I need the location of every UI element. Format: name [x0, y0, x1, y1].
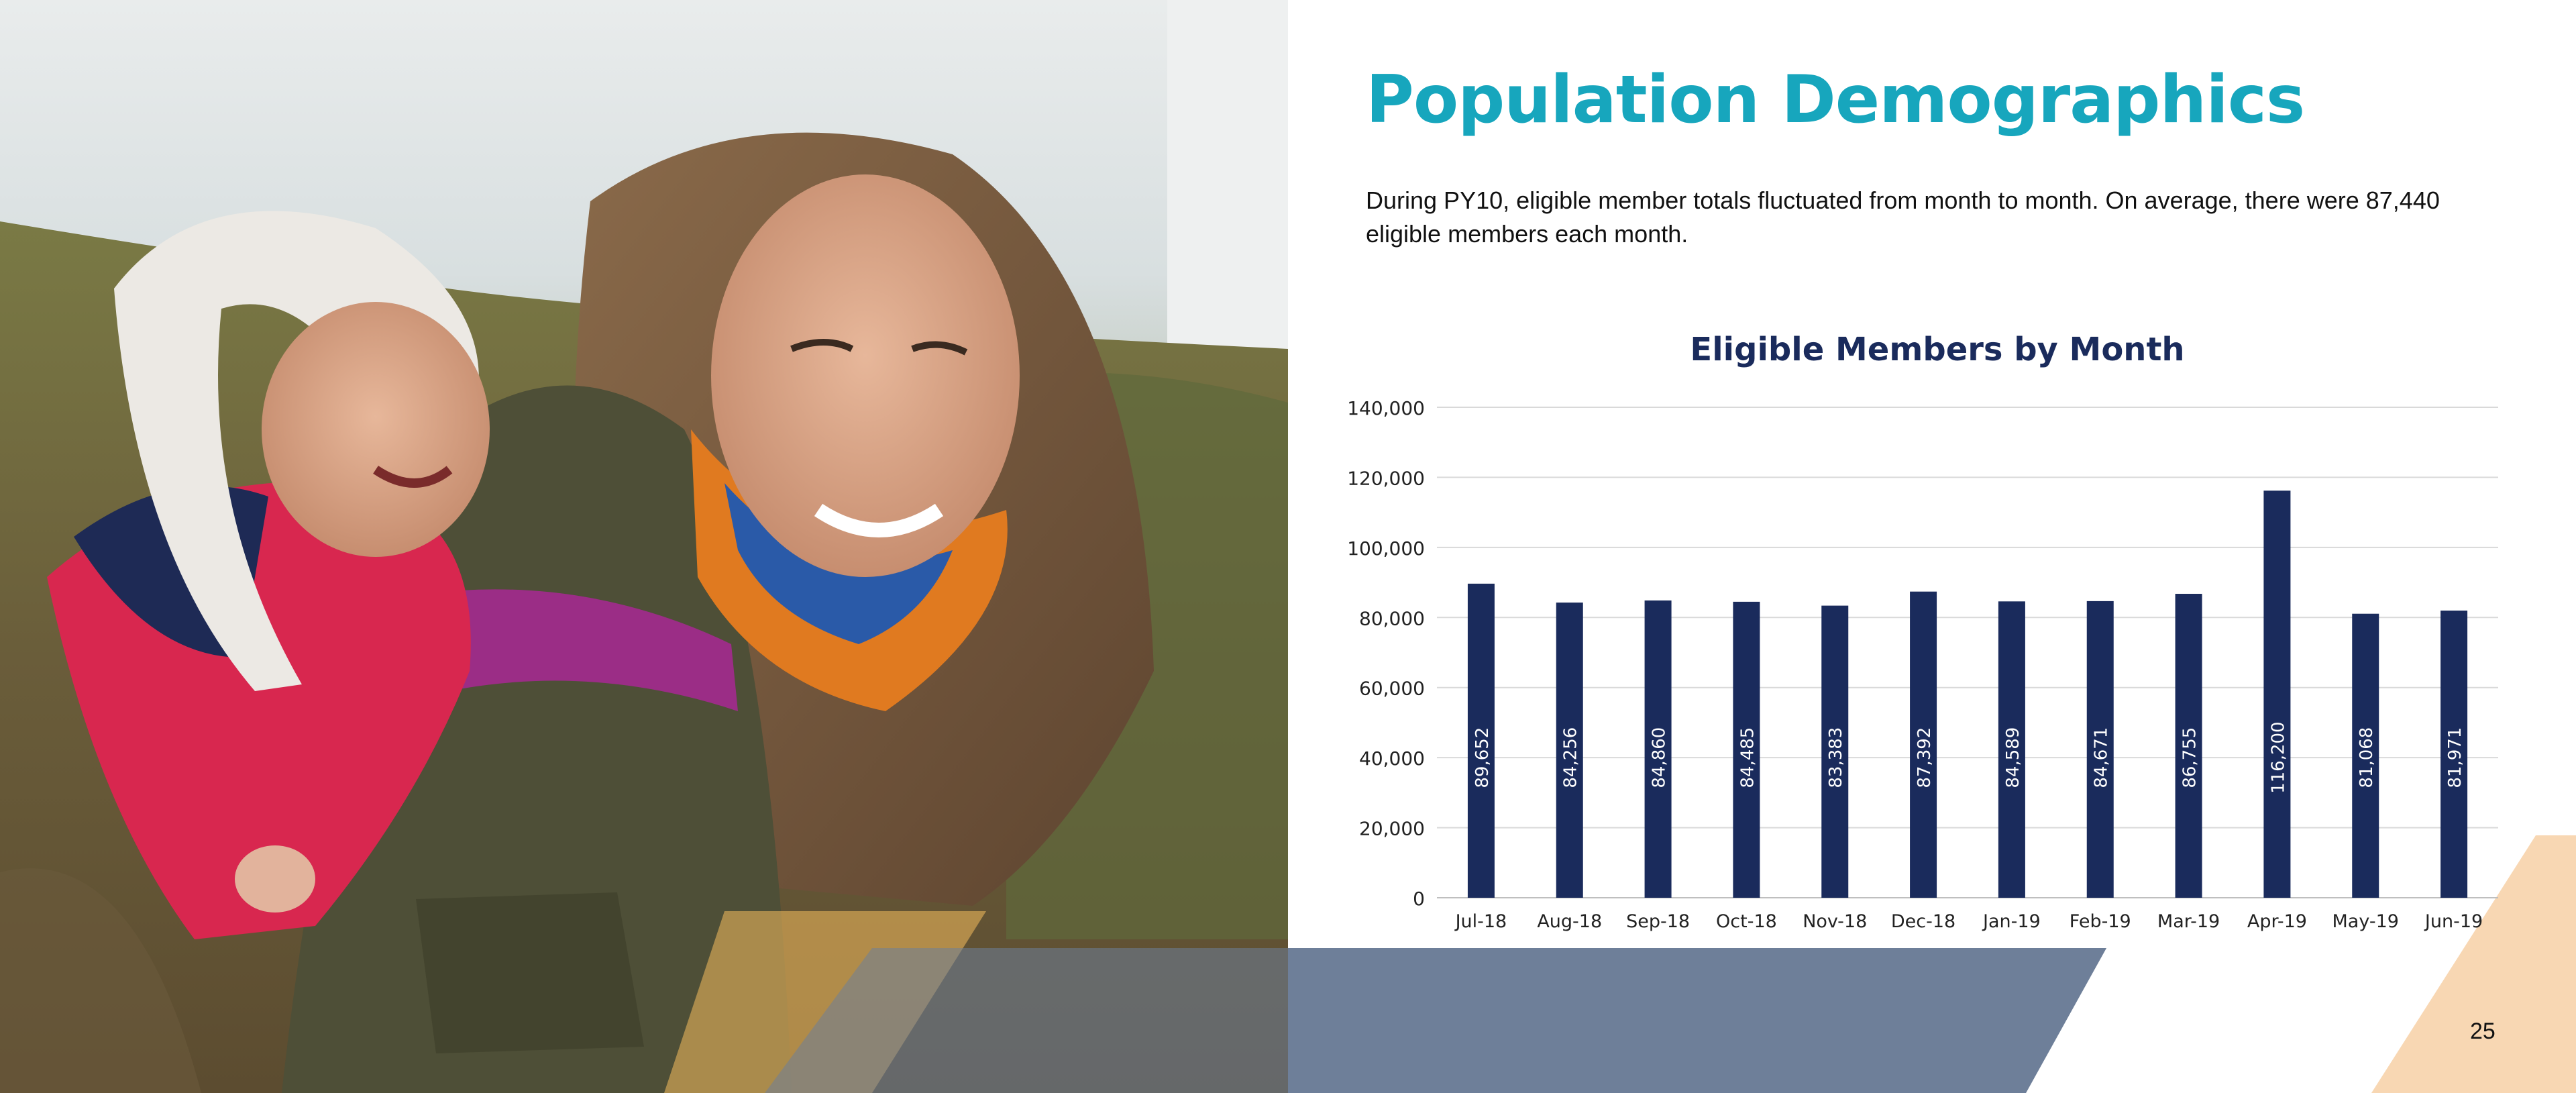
y-tick-label: 40,000	[1359, 747, 1425, 770]
chart-title: Eligible Members by Month	[1690, 331, 2184, 368]
bar-value-label: 89,652	[1472, 727, 1493, 788]
bar-value-label: 84,860	[1650, 727, 1670, 788]
bar-feb-19	[2086, 601, 2114, 898]
x-tick-label: May-19	[2332, 911, 2399, 932]
bar-value-label: 87,392	[1915, 727, 1935, 788]
bar-value-label: 84,485	[1737, 727, 1758, 788]
intro-paragraph: During PY10, eligible member totals fluc…	[1366, 187, 2440, 248]
bar-value-label: 81,068	[2357, 727, 2377, 788]
y-tick-label: 20,000	[1359, 818, 1425, 840]
x-tick-label: Feb-19	[2070, 911, 2131, 932]
bar-value-label: 84,589	[2003, 727, 2023, 788]
bar-may-19	[2352, 613, 2379, 898]
x-tick-label: Jan-19	[1982, 911, 2041, 932]
mother-child-photo	[0, 0, 1288, 1093]
y-tick-label: 100,000	[1347, 537, 1425, 560]
bar-chart: Eligible Members by Month 0 20,000 40,000 6…	[1347, 331, 2498, 932]
bar-dec-18	[1910, 591, 1937, 898]
bar-value-label: 84,671	[2092, 727, 2112, 788]
x-tick-label: Oct-18	[1716, 911, 1777, 932]
bar-aug-18	[1556, 603, 1583, 898]
x-tick-label: Aug-18	[1537, 911, 1602, 932]
page-title: Population Demographics	[1366, 62, 2305, 138]
bar-mar-19	[2175, 594, 2202, 898]
gridlines	[1437, 407, 2498, 898]
bar-sep-18	[1644, 600, 1672, 898]
bar-jul-18	[1467, 583, 1495, 898]
bar-value-label: 81,971	[2445, 727, 2465, 788]
bar-nov-18	[1821, 605, 1849, 898]
bar-value-label: 86,755	[2180, 727, 2200, 788]
eligible-members-chart: Eligible Members by Month 0 20,000 40,000 6…	[1342, 322, 2522, 959]
y-axis-ticks: 0 20,000 40,000 60,000 80,000 100,000 120,000 1…	[1347, 397, 1425, 910]
bar-jan-19	[1998, 601, 2025, 898]
x-tick-label: Apr-19	[2247, 911, 2307, 932]
y-tick-label: 80,000	[1359, 607, 1425, 629]
y-tick-label: 0	[1413, 888, 1425, 910]
bars: 89,652 84,256 84,860 84,485 83,383 87,392 84,5…	[1467, 490, 2468, 898]
bar-value-label: 84,256	[1561, 727, 1581, 788]
x-tick-label: Mar-19	[2157, 911, 2220, 932]
bar-oct-18	[1733, 601, 1760, 898]
x-tick-label: Dec-18	[1891, 911, 1955, 932]
y-tick-label: 60,000	[1359, 678, 1425, 700]
x-tick-label: Nov-18	[1803, 911, 1867, 932]
bar-value-label: 83,383	[1826, 727, 1846, 788]
x-tick-label: Sep-18	[1626, 911, 1690, 932]
bar-value-label: 116,200	[2268, 721, 2288, 794]
bar-apr-19	[2263, 490, 2291, 898]
bar-jun-19	[2440, 610, 2468, 898]
x-axis-ticks: Jul-18 Aug-18 Sep-18 Oct-18 Nov-18 Dec-18 Jan-…	[1454, 911, 2483, 932]
y-tick-label: 120,000	[1347, 467, 1425, 489]
page-number: 25	[2470, 1019, 2496, 1044]
x-tick-label: Jun-19	[2424, 911, 2483, 932]
y-tick-label: 140,000	[1347, 397, 1425, 419]
x-tick-label: Jul-18	[1454, 911, 1507, 932]
